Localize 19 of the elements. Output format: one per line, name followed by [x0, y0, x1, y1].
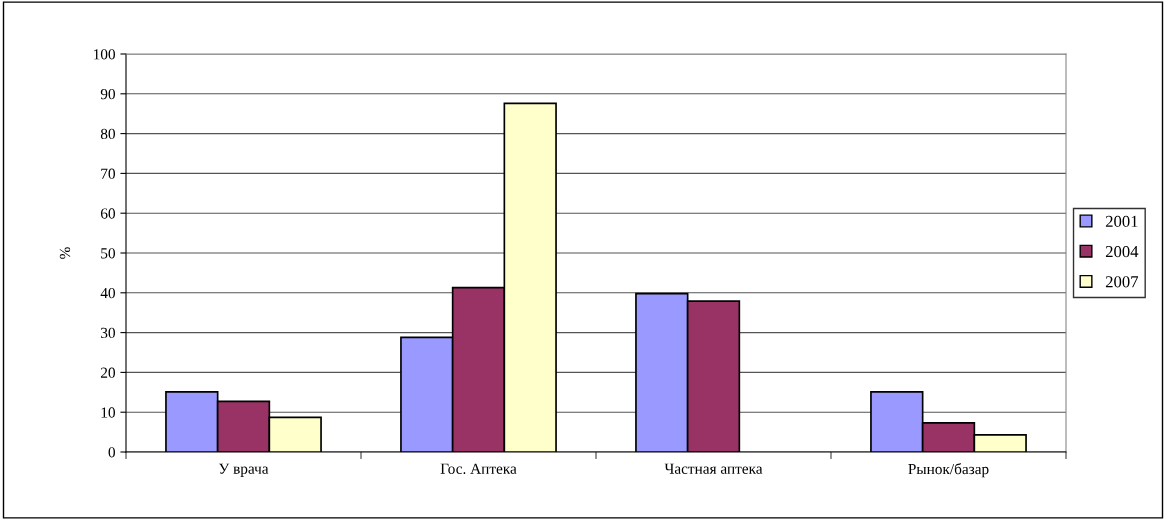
legend-label: 2001 [1105, 215, 1138, 228]
y-tick-label: 40 [100, 287, 115, 299]
legend-label: 2004 [1105, 245, 1139, 258]
x-tick-label: У врача [218, 463, 269, 477]
x-tick-label: Частная аптека [664, 463, 763, 474]
y-tick-label: 80 [100, 128, 115, 140]
y-tick-label: 10 [101, 407, 115, 418]
y-tick-label: 0 [108, 447, 115, 458]
y-tick-label: 20 [100, 367, 115, 378]
y-tick-label: 70 [101, 168, 115, 179]
x-tick-label: Гос. Аптека [440, 463, 517, 474]
legend-label: 2007 [1105, 276, 1139, 288]
y-tick-label: 100 [94, 49, 115, 60]
y-tick-label: 50 [101, 248, 115, 259]
y-tick-label: 60 [100, 208, 115, 219]
y-tick-label: 90 [100, 88, 115, 100]
y-tick-label: 30 [101, 327, 115, 339]
x-tick-label: Рынок/базар [908, 463, 989, 478]
y-axis-title: % [59, 247, 71, 259]
